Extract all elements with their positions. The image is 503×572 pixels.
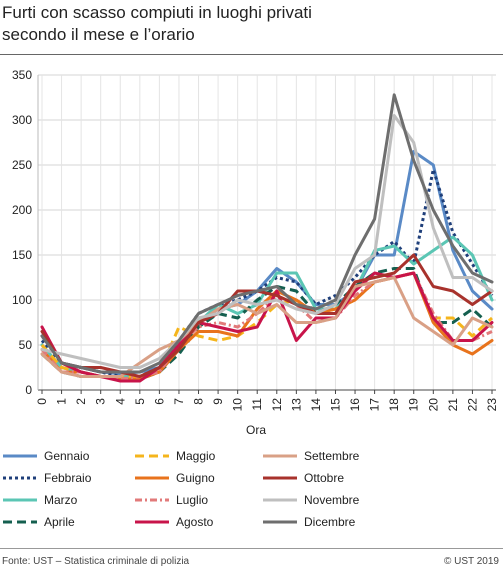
footer-divider <box>0 548 503 549</box>
legend-label: Aprile <box>44 515 75 529</box>
x-tick-label: 14 <box>309 398 323 412</box>
chart-title: Furti con scasso compiuti in luoghi priv… <box>2 2 312 46</box>
x-tick-label: 12 <box>270 398 284 412</box>
y-tick-label: 0 <box>25 383 32 397</box>
legend-item-guigno: Guigno <box>134 468 254 488</box>
x-tick-label: 0 <box>35 398 49 405</box>
x-axis-title: Ora <box>246 423 266 437</box>
x-tick-label: 3 <box>94 398 108 405</box>
series-line-dicembre <box>40 93 494 374</box>
y-tick-label: 200 <box>12 203 32 217</box>
legend-swatch <box>3 498 37 502</box>
legend-label: Maggio <box>176 449 216 463</box>
x-tick-label: 13 <box>289 398 303 412</box>
legend-swatch <box>135 520 169 524</box>
x-tick-label: 4 <box>113 398 127 405</box>
legend-swatch <box>3 476 37 480</box>
x-tick-label: 10 <box>231 398 245 412</box>
series-lines <box>40 93 494 383</box>
legend-item-gennaio: Gennaio <box>2 446 122 466</box>
legend-swatch <box>135 498 169 502</box>
legend-swatch <box>263 498 297 502</box>
y-tick-label: 100 <box>12 293 32 307</box>
legend-swatch <box>135 454 169 458</box>
legend-label: Guigno <box>176 471 215 485</box>
x-tick-label: 6 <box>152 398 166 405</box>
title-divider <box>0 54 503 55</box>
y-tick-label: 300 <box>12 113 32 127</box>
series-line-novembre <box>40 114 494 369</box>
legend-label: Settembre <box>304 449 360 463</box>
legend-label: Dicembre <box>304 515 356 529</box>
x-tick-label: 20 <box>426 398 440 412</box>
x-tick-label: 22 <box>465 398 479 412</box>
y-tick-label: 350 <box>12 68 32 82</box>
x-tick-label: 8 <box>192 398 206 405</box>
x-tick-label: 19 <box>407 398 421 412</box>
legend-label: Gennaio <box>44 449 90 463</box>
x-tick-label: 18 <box>387 398 401 412</box>
x-tick-label: 2 <box>74 398 88 405</box>
x-tick-label: 17 <box>368 398 382 412</box>
legend-swatch <box>3 454 37 458</box>
legend-item-dicembre: Dicembre <box>262 512 382 532</box>
legend-label: Marzo <box>44 493 78 507</box>
legend-item-aprile: Aprile <box>2 512 122 532</box>
legend-swatch <box>263 476 297 480</box>
legend-label: Luglio <box>176 493 209 507</box>
legend-item-marzo: Marzo <box>2 490 122 510</box>
chart-title-line1: Furti con scasso compiuti in luoghi priv… <box>2 3 312 22</box>
x-tick-label: 23 <box>485 398 499 412</box>
x-tick-label: 15 <box>328 398 342 412</box>
y-tick-label: 50 <box>19 338 33 352</box>
legend-label: Ottobre <box>304 471 345 485</box>
legend-item-luglio: Luglio <box>134 490 254 510</box>
legend-swatch <box>135 476 169 480</box>
series-line-settembre <box>40 276 494 378</box>
chart-title-line2: secondo il mese e l’orario <box>2 25 195 44</box>
y-tick-label: 150 <box>12 248 32 262</box>
legend-swatch <box>263 454 297 458</box>
legend-label: Febbraio <box>44 471 92 485</box>
copyright-note: © UST 2019 <box>444 556 499 567</box>
legend-item-novembre: Novembre <box>262 490 382 510</box>
x-tick-label: 11 <box>250 398 264 411</box>
x-tick-label: 9 <box>211 398 225 405</box>
series-line-ottobre <box>40 253 494 378</box>
legend-item-maggio: Maggio <box>134 446 254 466</box>
legend-item-agosto: Agosto <box>134 512 254 532</box>
grid <box>38 74 496 391</box>
source-note: Fonte: UST – Statistica criminale di pol… <box>2 556 190 567</box>
legend-swatch <box>263 520 297 524</box>
x-tick-label: 16 <box>348 398 362 412</box>
x-tick-label: 1 <box>55 398 69 405</box>
x-tick-label: 5 <box>133 398 147 405</box>
legend-item-settembre: Settembre <box>262 446 382 466</box>
legend-item-ottobre: Ottobre <box>262 468 382 488</box>
legend-label: Novembre <box>304 493 360 507</box>
legend-swatch <box>3 520 37 524</box>
legend-item-febbraio: Febbraio <box>2 468 122 488</box>
x-tick-label: 7 <box>172 398 186 405</box>
legend-label: Agosto <box>176 515 214 529</box>
y-tick-label: 250 <box>12 158 32 172</box>
x-tick-label: 21 <box>446 398 460 412</box>
